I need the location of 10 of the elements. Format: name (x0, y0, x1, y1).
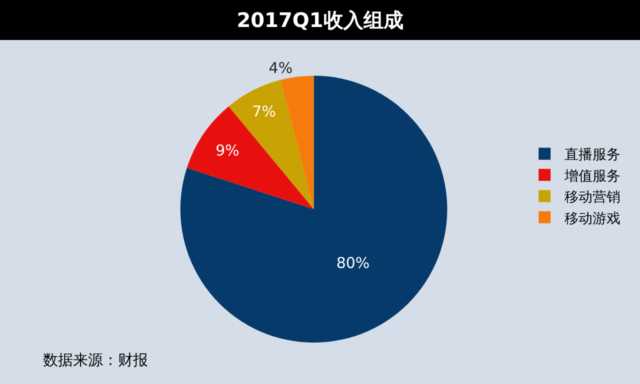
source-note: 数据来源：财报 (43, 351, 148, 369)
data-label: 4% (268, 58, 293, 77)
legend-label: 移动游戏 (564, 210, 621, 227)
chart-title: 2017Q1收入组成 (0, 0, 640, 40)
legend-label: 直播服务 (564, 147, 621, 164)
data-label: 80% (336, 254, 370, 272)
data-label: 9% (216, 142, 240, 160)
legend-label: 增值服务 (564, 168, 621, 184)
data-label: 7% (252, 102, 276, 121)
legend-label: 移动营销 (564, 190, 621, 206)
